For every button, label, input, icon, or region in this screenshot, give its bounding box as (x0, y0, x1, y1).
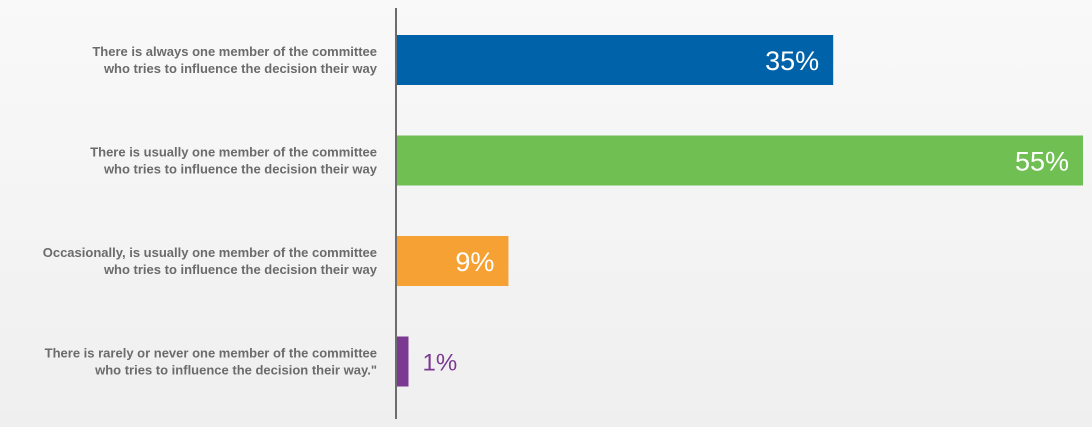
bar-4 (396, 336, 409, 387)
category-label-line: who tries to influence the decision thei… (103, 262, 378, 277)
category-label-line: who tries to influence the decision thei… (94, 363, 377, 378)
category-label-line: Occasionally, is usually one member of t… (43, 245, 377, 260)
value-label-4: 1% (422, 350, 457, 377)
bar-2 (396, 135, 1083, 186)
category-label-line: There is usually one member of the commi… (90, 145, 377, 160)
bars-group (396, 35, 1083, 387)
bar-1 (396, 35, 834, 85)
category-label-2: There is usually one member of the commi… (90, 145, 378, 177)
value-labels-group: 35% 55% 9% 1% (422, 46, 1069, 377)
category-label-line: who tries to influence the decision thei… (103, 61, 378, 76)
category-label-line: There is rarely or never one member of t… (45, 346, 377, 361)
value-label-2: 55% (1015, 147, 1069, 177)
bar-3 (396, 236, 509, 286)
category-label-1: There is always one member of the commit… (92, 44, 377, 76)
category-label-line: who tries to influence the decision thei… (103, 162, 378, 177)
value-label-1: 35% (765, 46, 819, 76)
category-label-line: There is always one member of the commit… (92, 44, 377, 59)
value-label-3: 9% (455, 247, 494, 277)
category-label-4: There is rarely or never one member of t… (45, 346, 377, 378)
category-label-3: Occasionally, is usually one member of t… (43, 245, 378, 277)
category-labels-group: There is always one member of the commit… (43, 44, 378, 378)
